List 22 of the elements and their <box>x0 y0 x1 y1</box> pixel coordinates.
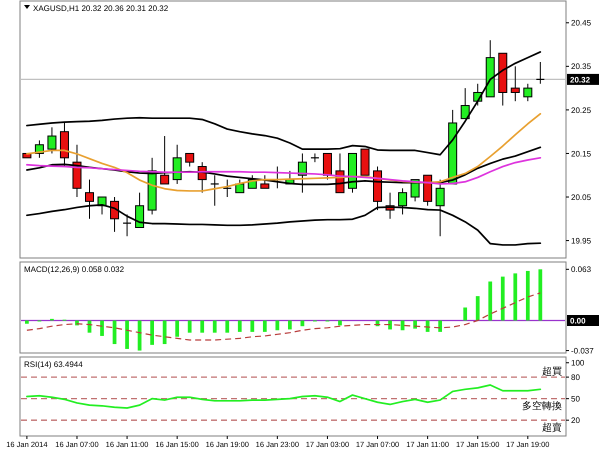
y-tick-label: 20.15 <box>571 149 592 158</box>
ref-line-label: 20.32 <box>570 75 591 84</box>
y-tick-label: 20.25 <box>571 106 592 115</box>
y-tick-label: 20 <box>571 416 580 426</box>
y-tick-label: 80 <box>571 373 580 382</box>
y-tick-label: 19.95 <box>571 236 592 246</box>
y-tick-label: 20.05 <box>571 192 592 202</box>
title: MACD(12,26,9) 0.058 0.032 <box>24 265 124 274</box>
title: RSI(14) 63.4944 <box>24 360 83 369</box>
reference-value-box: 20.32 <box>567 74 599 85</box>
y-tick-label: 0.063 <box>571 265 592 274</box>
reference-line-label: 多空轉換 <box>522 401 562 412</box>
y-tick-label: -0.037 <box>571 346 594 356</box>
title: XAGUSD,H1 20.32 20.36 20.31 20.32 <box>33 4 168 13</box>
y-tick-label: 20.45 <box>571 18 592 28</box>
ref-line-label: 0.00 <box>570 316 586 326</box>
reference-value-box: 0.00 <box>567 315 599 326</box>
y-tick-label: 50 <box>571 394 580 404</box>
y-tick-label: 20.35 <box>571 62 592 72</box>
y-tick-label: 100 <box>571 358 584 368</box>
reference-line-label: 超賣 <box>542 422 562 434</box>
reference-line-label: 超買 <box>542 366 562 378</box>
